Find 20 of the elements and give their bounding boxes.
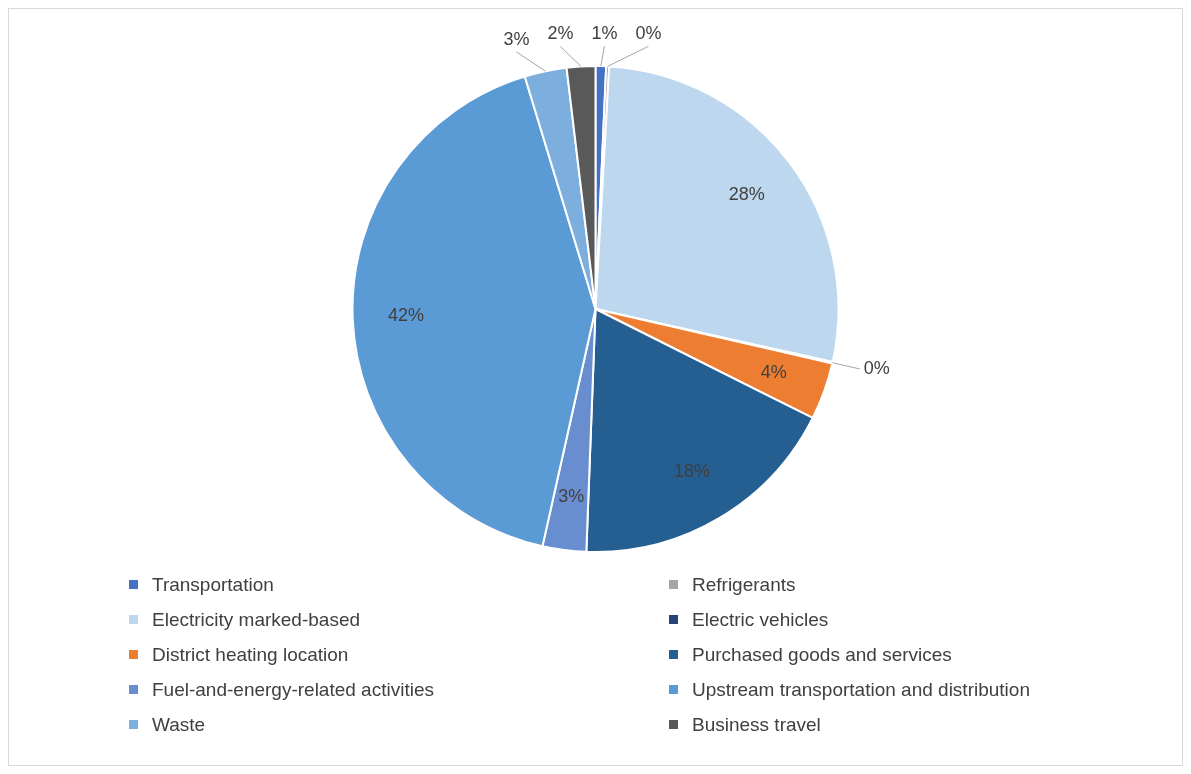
- data-label: 18%: [673, 461, 710, 482]
- data-label: 0%: [863, 357, 890, 378]
- legend-label: Fuel-and-energy-related activities: [152, 678, 434, 701]
- legend-label: Electric vehicles: [692, 608, 829, 631]
- legend-label: Transportation: [152, 573, 274, 596]
- legend-label: Purchased goods and services: [692, 643, 952, 666]
- data-label: 4%: [760, 362, 787, 383]
- legend-label: Electricity marked-based: [152, 608, 361, 631]
- legend-label: Waste: [152, 713, 206, 736]
- data-label: 0%: [635, 23, 662, 44]
- data-label: 28%: [728, 183, 765, 204]
- legend-label: District heating location: [152, 643, 349, 666]
- legend-label: Refrigerants: [692, 573, 796, 596]
- data-label: 3%: [558, 485, 585, 506]
- data-label: 3%: [503, 28, 530, 49]
- data-label: 1%: [591, 23, 618, 44]
- data-label: 2%: [547, 23, 574, 44]
- data-label: 42%: [388, 305, 425, 326]
- legend-label: Upstream transportation and distribution: [692, 678, 1030, 701]
- legend-label: Business travel: [692, 713, 821, 736]
